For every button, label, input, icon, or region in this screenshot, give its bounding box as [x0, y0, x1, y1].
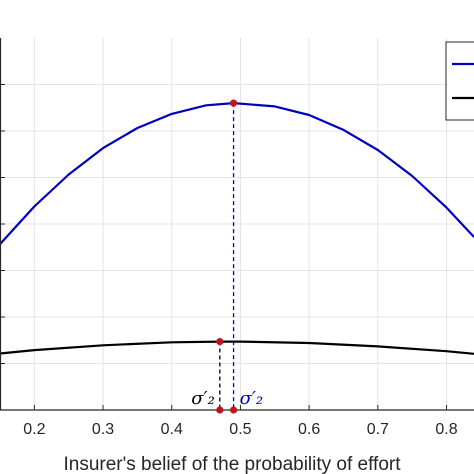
x-axis-title: Insurer's belief of the probability of e… [63, 454, 401, 474]
axis-marker-1 [216, 406, 224, 414]
peak-marker-0 [229, 99, 238, 107]
x-tick-label-6: 0.8 [435, 421, 457, 438]
series-line-1 [0, 340, 474, 355]
x-tick-label-2: 0.4 [161, 421, 183, 438]
legend-box [445, 41, 474, 121]
series-line-0 [0, 102, 474, 245]
x-tick-label-0: 0.2 [23, 421, 45, 438]
peak-label-1: σ′₂ [191, 388, 215, 409]
legend [445, 41, 474, 121]
tick-labels: σ′₂ σ′₂ 0.2 0.3 0.4 0.5 0.6 0.7 0.8 [23, 388, 458, 438]
x-tick-label-4: 0.6 [298, 421, 320, 438]
series-curves [0, 102, 474, 355]
peak-marker-1 [216, 337, 224, 346]
peak-drop-lines [219, 103, 235, 410]
x-tick-label-1: 0.3 [92, 421, 114, 438]
x-tick-label-3: 0.5 [229, 421, 251, 438]
peak-markers [216, 99, 238, 414]
peak-label-0: σ′₂ [240, 388, 264, 409]
grid-lines [0, 38, 474, 410]
axis-marker-0 [229, 406, 238, 414]
x-tick-label-5: 0.7 [367, 421, 389, 438]
